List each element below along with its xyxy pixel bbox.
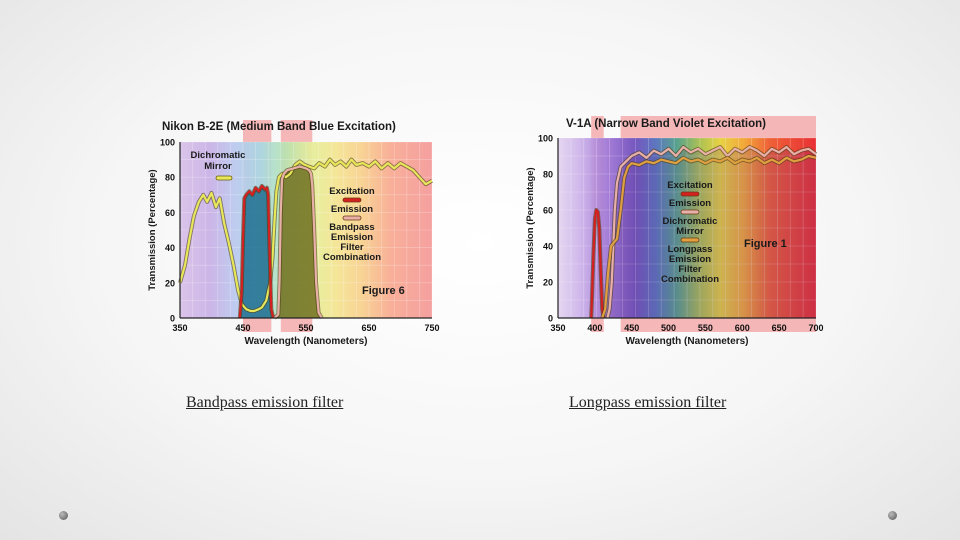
x-tick-label: 450 xyxy=(624,323,639,333)
y-tick-label: 100 xyxy=(160,138,175,148)
chart-title: V-1A (Narrow Band Violet Excitation) xyxy=(566,118,766,130)
x-tick-label: 500 xyxy=(661,323,676,333)
legend-label-longpass-emission-filter-combination: Longpass xyxy=(668,244,713,255)
x-tick-label: 350 xyxy=(172,323,187,333)
y-axis-label: Transmission (Percentage) xyxy=(147,169,158,290)
legend-swatch-emission xyxy=(342,215,362,221)
next-slide-dot[interactable] xyxy=(888,511,897,520)
x-tick-label: 550 xyxy=(698,323,713,333)
series-line-dichromatic-mirror xyxy=(601,154,817,319)
caption-longpass: Longpass emission filter xyxy=(569,394,727,411)
x-tick-label: 450 xyxy=(235,323,250,333)
legend-label-longpass-emission-filter-combination: Filter xyxy=(678,264,702,275)
x-axis-label: Wavelength (Nanometers) xyxy=(245,336,368,347)
series-fill-excitation xyxy=(239,186,274,318)
longpass-chart-svg: 0 20 40 60 80 100 350 400 450 500 550 600 650 700 V-1A… xyxy=(525,116,824,347)
bandpass-filter-chart: 0 20 40 60 80 100 350 450 550 650 750 Nikon B-2E (M… xyxy=(140,112,445,352)
x-tick-label: 400 xyxy=(587,323,602,333)
legend-label-excitation: Excitation xyxy=(329,186,375,197)
legend-label-emission: Emission xyxy=(331,204,373,215)
caption-bandpass: Bandpass emission filter xyxy=(186,394,344,411)
legend-label-dichromatic-mirror: Dichromatic xyxy=(663,216,718,227)
series-line-excitation xyxy=(590,208,605,319)
y-tick-label: 60 xyxy=(165,208,175,218)
series-line-emission xyxy=(273,165,323,319)
x-tick-label: 750 xyxy=(424,323,439,333)
figure-label: Figure 1 xyxy=(744,238,787,250)
legend-label-dichromatic-mirror: Dichromatic xyxy=(191,150,246,161)
y-tick-label: 40 xyxy=(543,242,553,252)
series-line-emission xyxy=(606,145,817,319)
x-tick-label: 350 xyxy=(550,323,565,333)
legend-label-emission: Emission xyxy=(669,198,711,209)
y-tick-label: 20 xyxy=(165,278,175,288)
legend-label-longpass-emission-filter-combination: Combination xyxy=(661,274,719,285)
legend-label-bandpass-emission-filter-combination: Combination xyxy=(323,252,381,263)
y-tick-label: 0 xyxy=(170,314,175,324)
legend-swatch-excitation xyxy=(680,191,700,197)
y-tick-label: 20 xyxy=(543,278,553,288)
y-tick-label: 80 xyxy=(165,173,175,183)
y-tick-label: 0 xyxy=(548,314,553,324)
x-tick-label: 550 xyxy=(298,323,313,333)
legend-swatch-emission xyxy=(680,209,700,215)
x-axis-label: Wavelength (Nanometers) xyxy=(626,336,749,347)
series-line-excitation xyxy=(238,184,275,319)
y-tick-label: 100 xyxy=(538,134,553,144)
x-tick-label: 650 xyxy=(361,323,376,333)
legend-label-bandpass-emission-filter-combination: Emission xyxy=(331,232,373,243)
y-tick-label: 60 xyxy=(543,206,553,216)
legend-label-excitation: Excitation xyxy=(667,180,713,191)
chart-title: Nikon B-2E (Medium Band Blue Excitation) xyxy=(162,121,396,133)
series-fill-emission xyxy=(607,147,816,318)
series-fill-emission xyxy=(274,166,322,318)
longpass-filter-chart: 0 20 40 60 80 100 350 400 450 500 550 600 650 700 V-1A… xyxy=(518,112,830,352)
figure-label: Figure 6 xyxy=(362,285,405,297)
legend-swatch-dichromatic-mirror xyxy=(215,175,233,181)
x-tick-label: 700 xyxy=(808,323,823,333)
y-tick-label: 40 xyxy=(165,243,175,253)
x-tick-label: 650 xyxy=(772,323,787,333)
y-axis-label: Transmission (Percentage) xyxy=(525,167,536,288)
x-tick-label: 600 xyxy=(735,323,750,333)
legend-label-bandpass-emission-filter-combination: Filter xyxy=(340,242,364,253)
legend-label-longpass-emission-filter-combination: Emission xyxy=(669,254,711,265)
legend-swatch-dichromatic-mirror xyxy=(680,237,700,243)
legend-label-dichromatic-mirror: Mirror xyxy=(204,161,232,172)
previous-slide-dot[interactable] xyxy=(59,511,68,520)
bandpass-chart-svg: 0 20 40 60 80 100 350 450 550 650 750 Nikon B-2E (M… xyxy=(147,120,440,347)
legend-label-dichromatic-mirror: Mirror xyxy=(676,226,704,237)
y-tick-label: 80 xyxy=(543,170,553,180)
legend-label-bandpass-emission-filter-combination: Bandpass xyxy=(329,222,374,233)
legend-swatch-excitation xyxy=(342,197,362,203)
